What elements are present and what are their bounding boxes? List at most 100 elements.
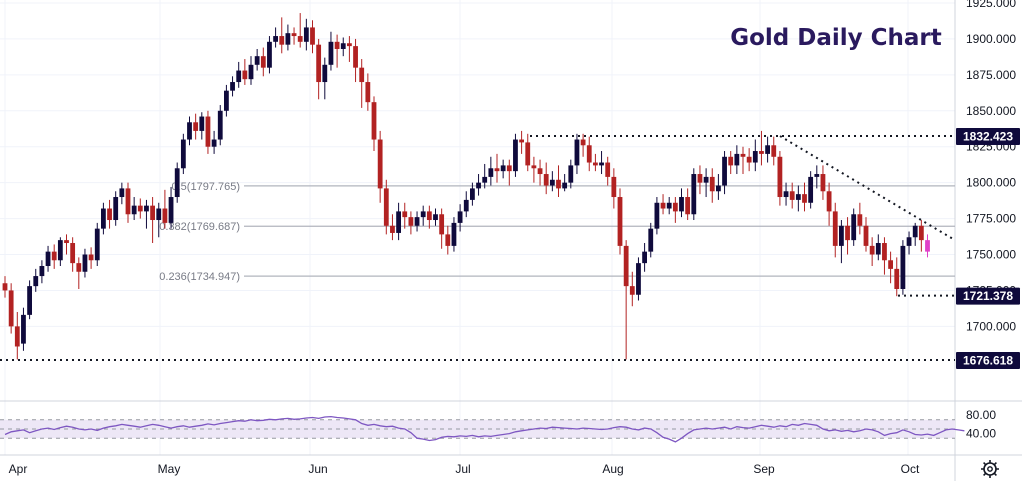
candle[interactable] [685, 188, 691, 221]
candle[interactable] [390, 214, 395, 241]
candle[interactable] [728, 151, 734, 175]
candle[interactable] [740, 146, 746, 175]
candle[interactable] [174, 162, 180, 203]
candle[interactable] [168, 186, 174, 229]
candle[interactable] [765, 136, 770, 163]
candle[interactable] [285, 24, 291, 51]
candle[interactable] [789, 182, 795, 209]
candle[interactable] [752, 139, 758, 172]
candle[interactable] [513, 133, 518, 177]
candle[interactable] [771, 136, 777, 166]
candle[interactable] [746, 148, 752, 172]
candle[interactable] [414, 211, 420, 232]
candle[interactable] [672, 197, 678, 223]
candle[interactable] [894, 257, 900, 297]
candle[interactable] [199, 112, 205, 140]
candle[interactable] [863, 217, 869, 252]
candle[interactable] [660, 194, 666, 215]
candle[interactable] [875, 234, 881, 261]
candle[interactable] [697, 165, 703, 195]
candle[interactable] [254, 48, 260, 71]
candle[interactable] [45, 245, 51, 272]
candle[interactable] [156, 202, 162, 238]
candle[interactable] [777, 151, 783, 206]
candle[interactable] [439, 208, 445, 249]
candle[interactable] [826, 182, 832, 226]
candle[interactable] [64, 234, 69, 255]
candle[interactable] [303, 18, 309, 51]
candle[interactable] [21, 307, 26, 351]
candlestick-series[interactable] [2, 13, 930, 360]
candle[interactable] [267, 36, 272, 74]
candle[interactable] [611, 168, 617, 209]
candle[interactable] [347, 36, 352, 62]
candle[interactable] [70, 237, 76, 272]
candle[interactable] [39, 260, 45, 284]
candle[interactable] [666, 197, 672, 215]
candle[interactable] [353, 38, 358, 83]
candle[interactable] [8, 283, 14, 334]
candle[interactable] [845, 217, 850, 255]
rsi-panel[interactable] [0, 415, 965, 443]
candle[interactable] [217, 105, 223, 146]
candle[interactable] [383, 179, 389, 235]
candle[interactable] [113, 191, 119, 226]
candle[interactable] [839, 220, 844, 264]
candle[interactable] [470, 182, 475, 206]
candle[interactable] [14, 311, 20, 360]
candle[interactable] [101, 202, 106, 235]
candle[interactable] [912, 222, 918, 246]
candle[interactable] [107, 199, 112, 229]
candle[interactable] [925, 234, 930, 258]
candle[interactable] [832, 202, 838, 258]
candle[interactable] [654, 197, 660, 235]
candle[interactable] [716, 174, 721, 200]
candle[interactable] [494, 153, 500, 183]
candle[interactable] [310, 20, 315, 54]
candle[interactable] [27, 280, 32, 320]
candle[interactable] [144, 199, 149, 229]
candle[interactable] [476, 174, 481, 196]
candle[interactable] [463, 191, 469, 218]
candle[interactable] [568, 159, 574, 189]
time-axis[interactable]: Apr May Jun Jul Aug Sep Oct [9, 462, 920, 476]
candle[interactable] [857, 202, 863, 235]
candle[interactable] [556, 165, 561, 198]
candle[interactable] [57, 237, 63, 267]
settings-gear-icon[interactable] [981, 460, 999, 478]
candle[interactable] [445, 225, 451, 255]
candle[interactable] [248, 56, 254, 85]
candle[interactable] [636, 257, 641, 301]
candle[interactable] [193, 113, 199, 140]
candle[interactable] [150, 197, 155, 244]
candle[interactable] [580, 133, 586, 157]
candle[interactable] [648, 222, 654, 258]
candle[interactable] [906, 231, 912, 255]
candle[interactable] [328, 31, 334, 71]
candle[interactable] [322, 57, 328, 100]
candle[interactable] [279, 17, 285, 54]
candle[interactable] [623, 240, 629, 360]
candle[interactable] [377, 130, 383, 203]
candle[interactable] [562, 174, 568, 192]
candle[interactable] [722, 151, 727, 195]
candle[interactable] [359, 59, 365, 108]
candle[interactable] [900, 240, 906, 295]
candle[interactable] [543, 162, 549, 195]
candle[interactable] [488, 156, 494, 186]
candle[interactable] [703, 168, 709, 198]
candle[interactable] [888, 251, 893, 284]
candle[interactable] [94, 222, 100, 267]
candle[interactable] [506, 159, 512, 186]
candle[interactable] [500, 159, 506, 179]
candle[interactable] [236, 61, 242, 88]
candle[interactable] [88, 247, 94, 269]
candle[interactable] [211, 130, 217, 154]
candle[interactable] [586, 136, 592, 172]
candle[interactable] [230, 76, 235, 97]
candle[interactable] [617, 188, 623, 255]
candle[interactable] [457, 204, 463, 232]
candle[interactable] [33, 268, 39, 292]
candle[interactable] [119, 182, 125, 205]
candle[interactable] [519, 130, 524, 154]
